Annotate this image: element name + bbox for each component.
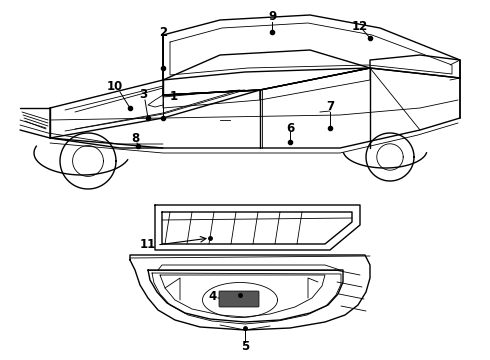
Text: 9: 9: [268, 10, 276, 23]
Text: 10: 10: [107, 81, 123, 94]
Text: 1: 1: [170, 90, 178, 103]
Text: 5: 5: [241, 341, 249, 354]
Text: 8: 8: [131, 132, 139, 145]
Text: 12: 12: [352, 19, 368, 32]
Text: 2: 2: [159, 26, 167, 39]
Text: 3: 3: [139, 89, 147, 102]
Text: 6: 6: [286, 122, 294, 135]
Text: 11: 11: [140, 238, 156, 252]
FancyBboxPatch shape: [219, 291, 259, 307]
Text: 7: 7: [326, 100, 334, 113]
Text: 4: 4: [209, 289, 217, 302]
